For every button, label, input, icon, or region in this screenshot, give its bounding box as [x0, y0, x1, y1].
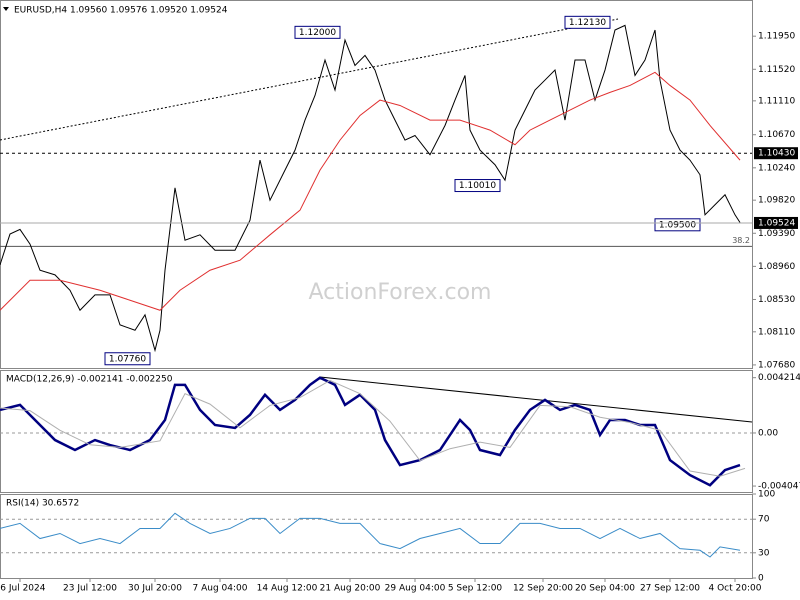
price-title: EURUSD,H4 1.09560 1.09576 1.09520 1.0952… [14, 6, 228, 16]
y-tick-label: 100 [758, 490, 775, 500]
x-tick-label: 30 Jul 20:00 [128, 584, 182, 594]
y-tick-label: -0.004047 [758, 482, 800, 492]
y-tick-label: 1.10670 [758, 130, 795, 140]
y-tick-label: 1.09820 [758, 196, 795, 206]
fib-label: 38.2 [732, 236, 750, 245]
y-tick-label: 0 [758, 574, 764, 584]
annotation-label: 1.10010 [459, 181, 496, 191]
macd-panel [0, 370, 753, 493]
annotation-label: 1.07760 [109, 354, 146, 364]
series-line [0, 71, 741, 311]
annotation-label: 1.09500 [659, 220, 696, 230]
y-tick-label: 70 [758, 515, 770, 525]
y-tick-label: 1.11950 [758, 32, 795, 42]
level-label: 1.10430 [758, 149, 795, 159]
y-tick-label: 1.08110 [758, 327, 795, 337]
y-tick-label: 30 [758, 548, 770, 558]
annotation-box [654, 218, 701, 232]
price-panel [0, 0, 753, 369]
x-tick-label: 29 Aug 04:00 [385, 584, 446, 594]
y-tick-label: 1.07680 [758, 360, 795, 370]
x-tick-label: 14 Aug 12:00 [257, 584, 318, 594]
y-tick-label: 0.004214 [758, 373, 800, 383]
last-price-label: 1.09524 [758, 218, 795, 228]
rsi-title: RSI(14) 30.6572 [6, 499, 79, 509]
macd-trend-line [319, 376, 753, 423]
y-tick-label: 1.10240 [758, 163, 795, 173]
y-tick-label: 1.08530 [758, 295, 795, 305]
x-tick-label: 4 Oct 20:00 [709, 584, 762, 594]
trend-line [0, 18, 619, 141]
annotation-box [294, 25, 341, 39]
x-tick-label: 27 Sep 12:00 [640, 584, 700, 594]
annotation-box [104, 352, 151, 366]
last-price-box [754, 216, 798, 229]
y-tick-label: 1.11110 [758, 96, 795, 106]
series-line [0, 24, 741, 353]
x-tick-label: 5 Sep 12:00 [448, 584, 503, 594]
series-line [0, 376, 741, 487]
x-tick-label: 21 Aug 20:00 [320, 584, 381, 594]
x-tick-label: 7 Aug 04:00 [193, 584, 248, 594]
rsi-panel [0, 494, 753, 579]
x-tick-label: 12 Sep 20:00 [513, 584, 573, 594]
annotation-label: 1.12130 [569, 18, 606, 28]
annotation-box [564, 15, 611, 29]
x-tick-label: 20 Sep 04:00 [575, 584, 635, 594]
macd-title: MACD(12,26,9) -0.002141 -0.002250 [6, 375, 173, 385]
y-tick-label: 1.08960 [758, 262, 795, 272]
annotation-label: 1.12000 [299, 28, 336, 38]
y-tick-label: 0.00 [758, 428, 778, 438]
y-tick-label: 1.11520 [758, 65, 795, 75]
annotation-box [454, 179, 501, 193]
y-tick-label: 1.09390 [758, 229, 795, 239]
level-box [754, 147, 798, 160]
series-line [0, 512, 741, 558]
dropdown-icon [3, 7, 9, 11]
x-tick-label: 16 Jul 2024 [0, 584, 46, 594]
series-line [0, 379, 746, 477]
watermark: ActionForex.com [309, 280, 492, 305]
x-tick-label: 23 Jul 12:00 [63, 584, 117, 594]
